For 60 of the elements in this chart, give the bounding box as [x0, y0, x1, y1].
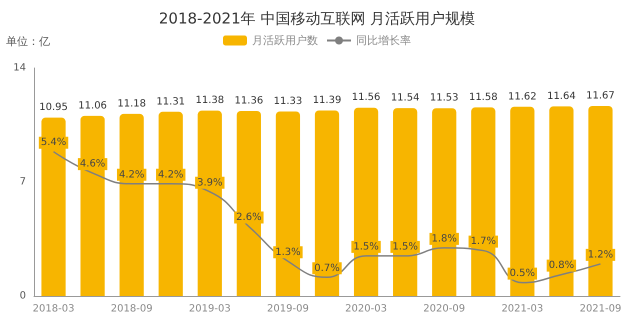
bar — [588, 106, 613, 296]
data-label: 11.53 — [430, 92, 459, 104]
x-tick-label: 2020-03 — [345, 304, 387, 314]
bar — [120, 114, 144, 296]
x-tick-label: 2020-09 — [423, 304, 466, 314]
y-tick-label: 14 — [13, 62, 26, 74]
bar — [549, 106, 574, 296]
data-label: 2.6% — [236, 212, 262, 224]
x-tick-label: 2019-03 — [188, 304, 231, 314]
data-label: 11.62 — [508, 91, 537, 102]
bar — [276, 111, 300, 296]
bar — [314, 110, 340, 296]
data-label: 11.33 — [274, 96, 302, 107]
data-label: 11.38 — [195, 95, 224, 106]
text: 单位：亿 — [6, 35, 50, 48]
data-label: 11.18 — [117, 98, 146, 110]
legend-label: 同比增长率 — [356, 34, 411, 47]
x-tick-label: 2018-03 — [32, 304, 74, 314]
data-label: 4.6% — [80, 158, 106, 170]
y-tick-label: 7 — [20, 176, 26, 188]
data-label: 1.3% — [275, 246, 301, 258]
data-label: 11.06 — [78, 100, 107, 112]
bar — [432, 108, 456, 296]
x-tick-label: 2018-09 — [110, 304, 153, 314]
data-label: 1.2% — [588, 249, 614, 260]
data-label: 4.2% — [158, 169, 184, 180]
bar — [80, 116, 105, 296]
data-label: 1.5% — [392, 241, 418, 252]
data-label: 0.8% — [548, 260, 574, 272]
data-label: 11.36 — [234, 95, 264, 106]
bar — [198, 110, 222, 296]
data-label: 1.7% — [470, 236, 496, 248]
bar — [393, 108, 418, 296]
bar — [41, 118, 66, 296]
data-label: 11.56 — [352, 92, 380, 104]
bar — [354, 108, 378, 296]
bar — [158, 112, 183, 296]
data-label: 0.5% — [510, 268, 536, 280]
bar — [471, 107, 496, 296]
data-label: 3.9% — [197, 177, 223, 188]
y-tick-label: 0 — [20, 290, 26, 302]
data-label: 11.64 — [547, 90, 576, 102]
data-label: 4.2% — [118, 169, 144, 180]
data-label: 1.8% — [431, 233, 457, 244]
x-tick-label: 2019-09 — [267, 304, 309, 314]
data-label: 5.4% — [40, 137, 66, 148]
data-label: 11.54 — [390, 92, 420, 104]
data-label: 11.39 — [312, 95, 342, 106]
x-tick-label: 2021-09 — [580, 304, 622, 314]
data-label: 11.58 — [468, 92, 498, 103]
bar — [510, 106, 534, 296]
data-label: 0.7% — [314, 262, 340, 274]
x-tick-label: 2021-03 — [501, 304, 544, 314]
chart-title: 2018-2021年 中国移动互联网 月活跃用户规模 — [158, 10, 476, 28]
data-label: 11.67 — [586, 90, 615, 102]
data-label: 1.5% — [353, 241, 379, 252]
data-label: 11.31 — [156, 96, 186, 108]
legend-label: 月活跃用户数 — [252, 34, 318, 47]
bar — [236, 110, 261, 296]
data-label: 10.95 — [39, 102, 68, 114]
